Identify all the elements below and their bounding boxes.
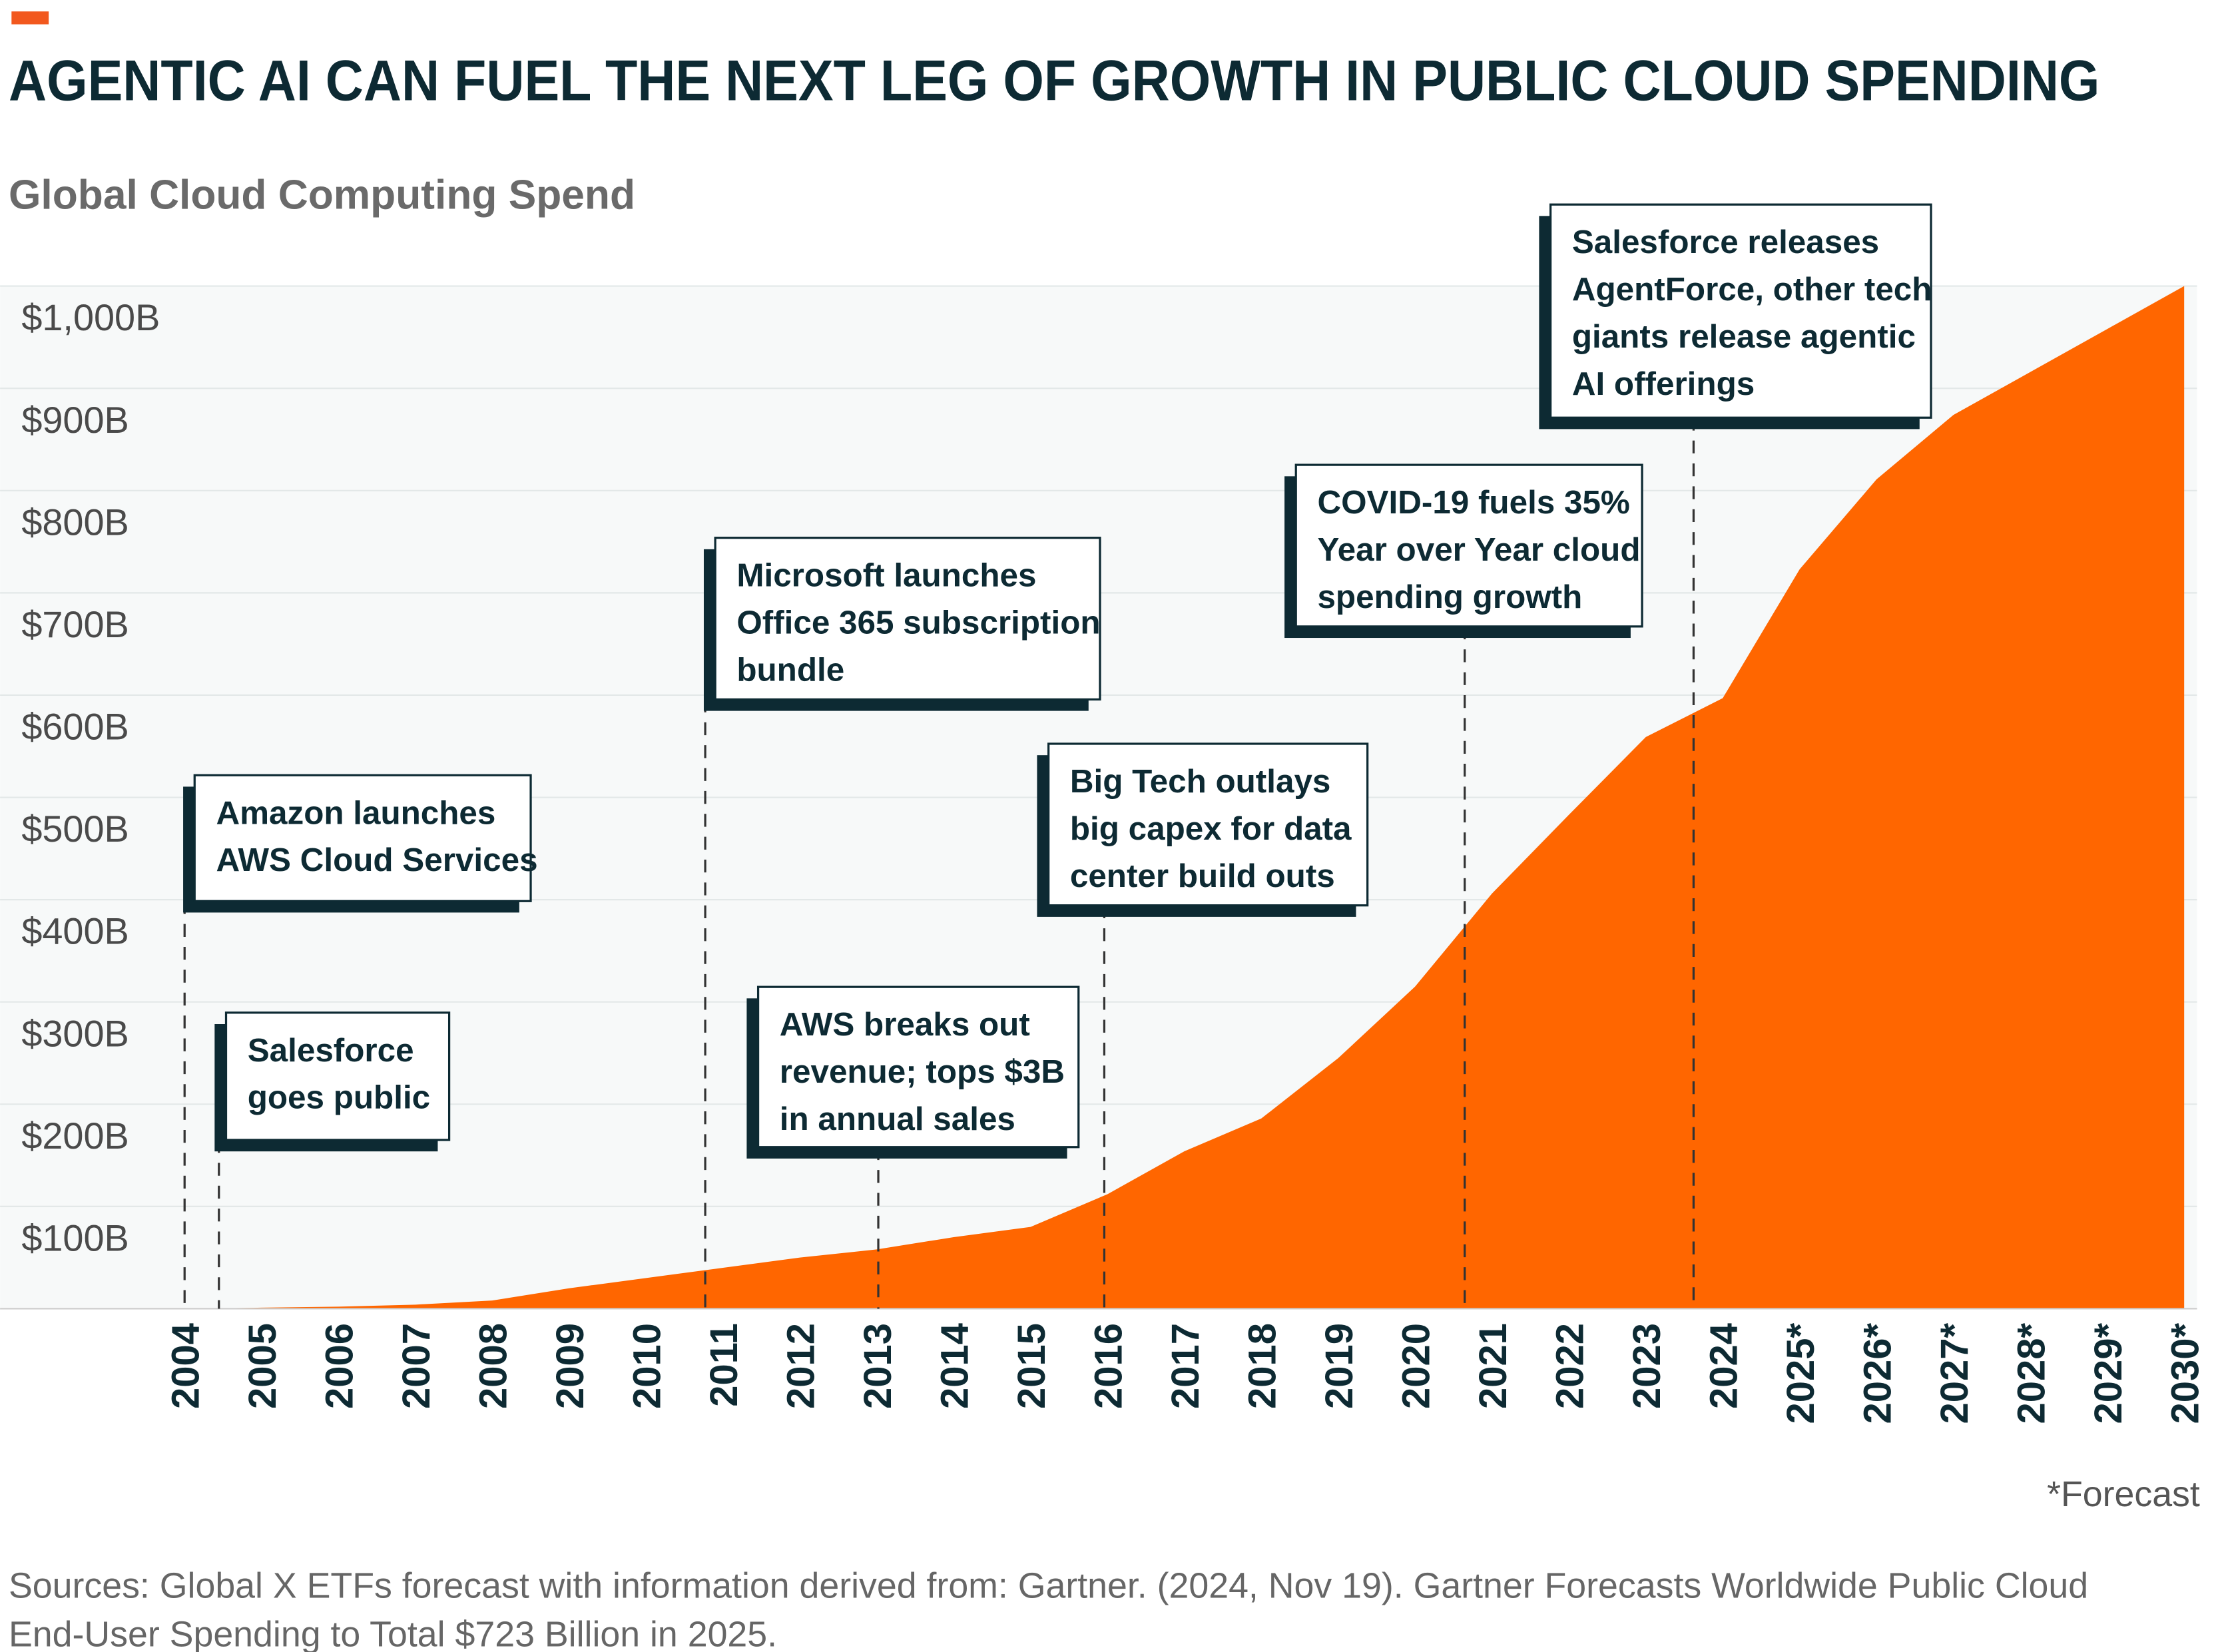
annotation-text: AgentForce, other tech — [1572, 271, 1932, 308]
chart-title: AGENTIC AI CAN FUEL THE NEXT LEG OF GROW… — [9, 49, 2099, 113]
x-tick-label: 2021 — [1472, 1323, 1515, 1409]
marks: 2004 2005 2006 2007 2008 2009 2010 2011 2012 2013… — [0, 286, 2207, 1424]
x-tick-label: 2015 — [1011, 1323, 1053, 1409]
annotation-box — [756, 985, 1080, 1149]
source-line: End-User Spending to Total $723 Billion … — [9, 1614, 777, 1652]
x-tick-label: 2020 — [1396, 1323, 1438, 1409]
y-tick-label: $900B — [21, 399, 129, 441]
x-tick-label: 2014 — [934, 1323, 977, 1409]
annotation-text: in annual sales — [780, 1101, 1015, 1137]
y-tick-label: $700B — [21, 603, 129, 645]
y-tick-label: $300B — [21, 1012, 129, 1054]
x-tick-label: 2008 — [473, 1323, 515, 1409]
y-tick-label: $500B — [21, 808, 129, 850]
accent-bar — [11, 11, 49, 25]
annotation-text: goes public — [248, 1079, 430, 1116]
annotation-text: Amazon launches — [216, 794, 495, 831]
chart-subtitle: Global Cloud Computing Spend — [9, 172, 635, 218]
x-tick-label: 2024 — [1703, 1323, 1746, 1409]
x-tick-label: 2013 — [857, 1323, 900, 1409]
x-tick-label: 2025* — [1780, 1323, 1822, 1424]
y-tick-label: $1,000B — [21, 296, 160, 338]
annotation-text: big capex for data — [1070, 810, 1352, 847]
x-tick-label: 2004 — [165, 1323, 208, 1409]
x-tick-label: 2019 — [1318, 1323, 1361, 1409]
annotation-text: Salesforce releases — [1572, 224, 1879, 260]
x-tick-label: 2009 — [549, 1323, 592, 1409]
x-tick-label: 2012 — [780, 1323, 823, 1409]
annotation-text: revenue; tops $3B — [780, 1053, 1065, 1090]
source-line: Sources: Global X ETFs forecast with inf… — [9, 1565, 2088, 1605]
x-tick-label: 2006 — [319, 1323, 362, 1409]
annotation-text: Office 365 subscription — [736, 605, 1100, 641]
forecast-note: *Forecast — [2047, 1474, 2200, 1514]
annotation-text: COVID-19 fuels 35% — [1317, 484, 1629, 521]
y-tick-label: $400B — [21, 910, 129, 952]
annotation-text: Big Tech outlays — [1070, 763, 1331, 800]
x-tick-label: 2028* — [2011, 1323, 2054, 1424]
y-tick-label: $100B — [21, 1217, 129, 1258]
annotation-text: AWS breaks out — [780, 1006, 1030, 1043]
grid: $100B $200B $300B $400B $500B $600B $700B $800B… — [0, 285, 2197, 1258]
x-tick-label: 2018 — [1242, 1323, 1284, 1409]
annotation-box — [1047, 742, 1369, 907]
x-tick-label: 2007 — [396, 1323, 438, 1409]
y-tick-label: $800B — [21, 501, 129, 543]
annotations: Amazon launches AWS Cloud Services Salesfo… — [183, 203, 1932, 1309]
x-tick-label: 2030* — [2165, 1323, 2207, 1424]
annotation-box — [1549, 203, 1932, 419]
annotation-box — [1294, 463, 1643, 628]
annotation-box — [714, 537, 1101, 701]
annotation-text: center build outs — [1070, 858, 1335, 894]
annotation-text: AI offerings — [1572, 366, 1755, 402]
annotation-box — [224, 1011, 451, 1141]
y-tick-label: $600B — [21, 706, 129, 748]
x-tick-label: 2026* — [1857, 1323, 1900, 1424]
x-tick-label: 2010 — [627, 1323, 669, 1409]
annotation-text: Microsoft launches — [736, 557, 1036, 594]
x-tick-label: 2016 — [1088, 1323, 1131, 1409]
x-tick-label: 2027* — [1934, 1323, 1976, 1424]
annotation-text: AWS Cloud Services — [216, 842, 537, 878]
y-tick-label: $200B — [21, 1115, 129, 1157]
annotation-text: Salesforce — [248, 1032, 414, 1069]
area — [184, 286, 2185, 1309]
x-tick-label: 2011 — [703, 1323, 746, 1407]
annotation-text: spending growth — [1317, 579, 1582, 615]
annotation-text: giants release agentic — [1572, 318, 1916, 355]
x-tick-label: 2029* — [2087, 1323, 2130, 1424]
x-tick-label: 2017 — [1165, 1323, 1207, 1409]
annotation-box — [193, 774, 532, 902]
x-tick-label: 2022 — [1549, 1323, 1592, 1409]
x-tick-label: 2005 — [242, 1323, 284, 1409]
annotation-text: bundle — [736, 651, 844, 688]
x-tick-label: 2023 — [1626, 1323, 1669, 1409]
annotation-text: Year over Year cloud — [1317, 531, 1640, 568]
